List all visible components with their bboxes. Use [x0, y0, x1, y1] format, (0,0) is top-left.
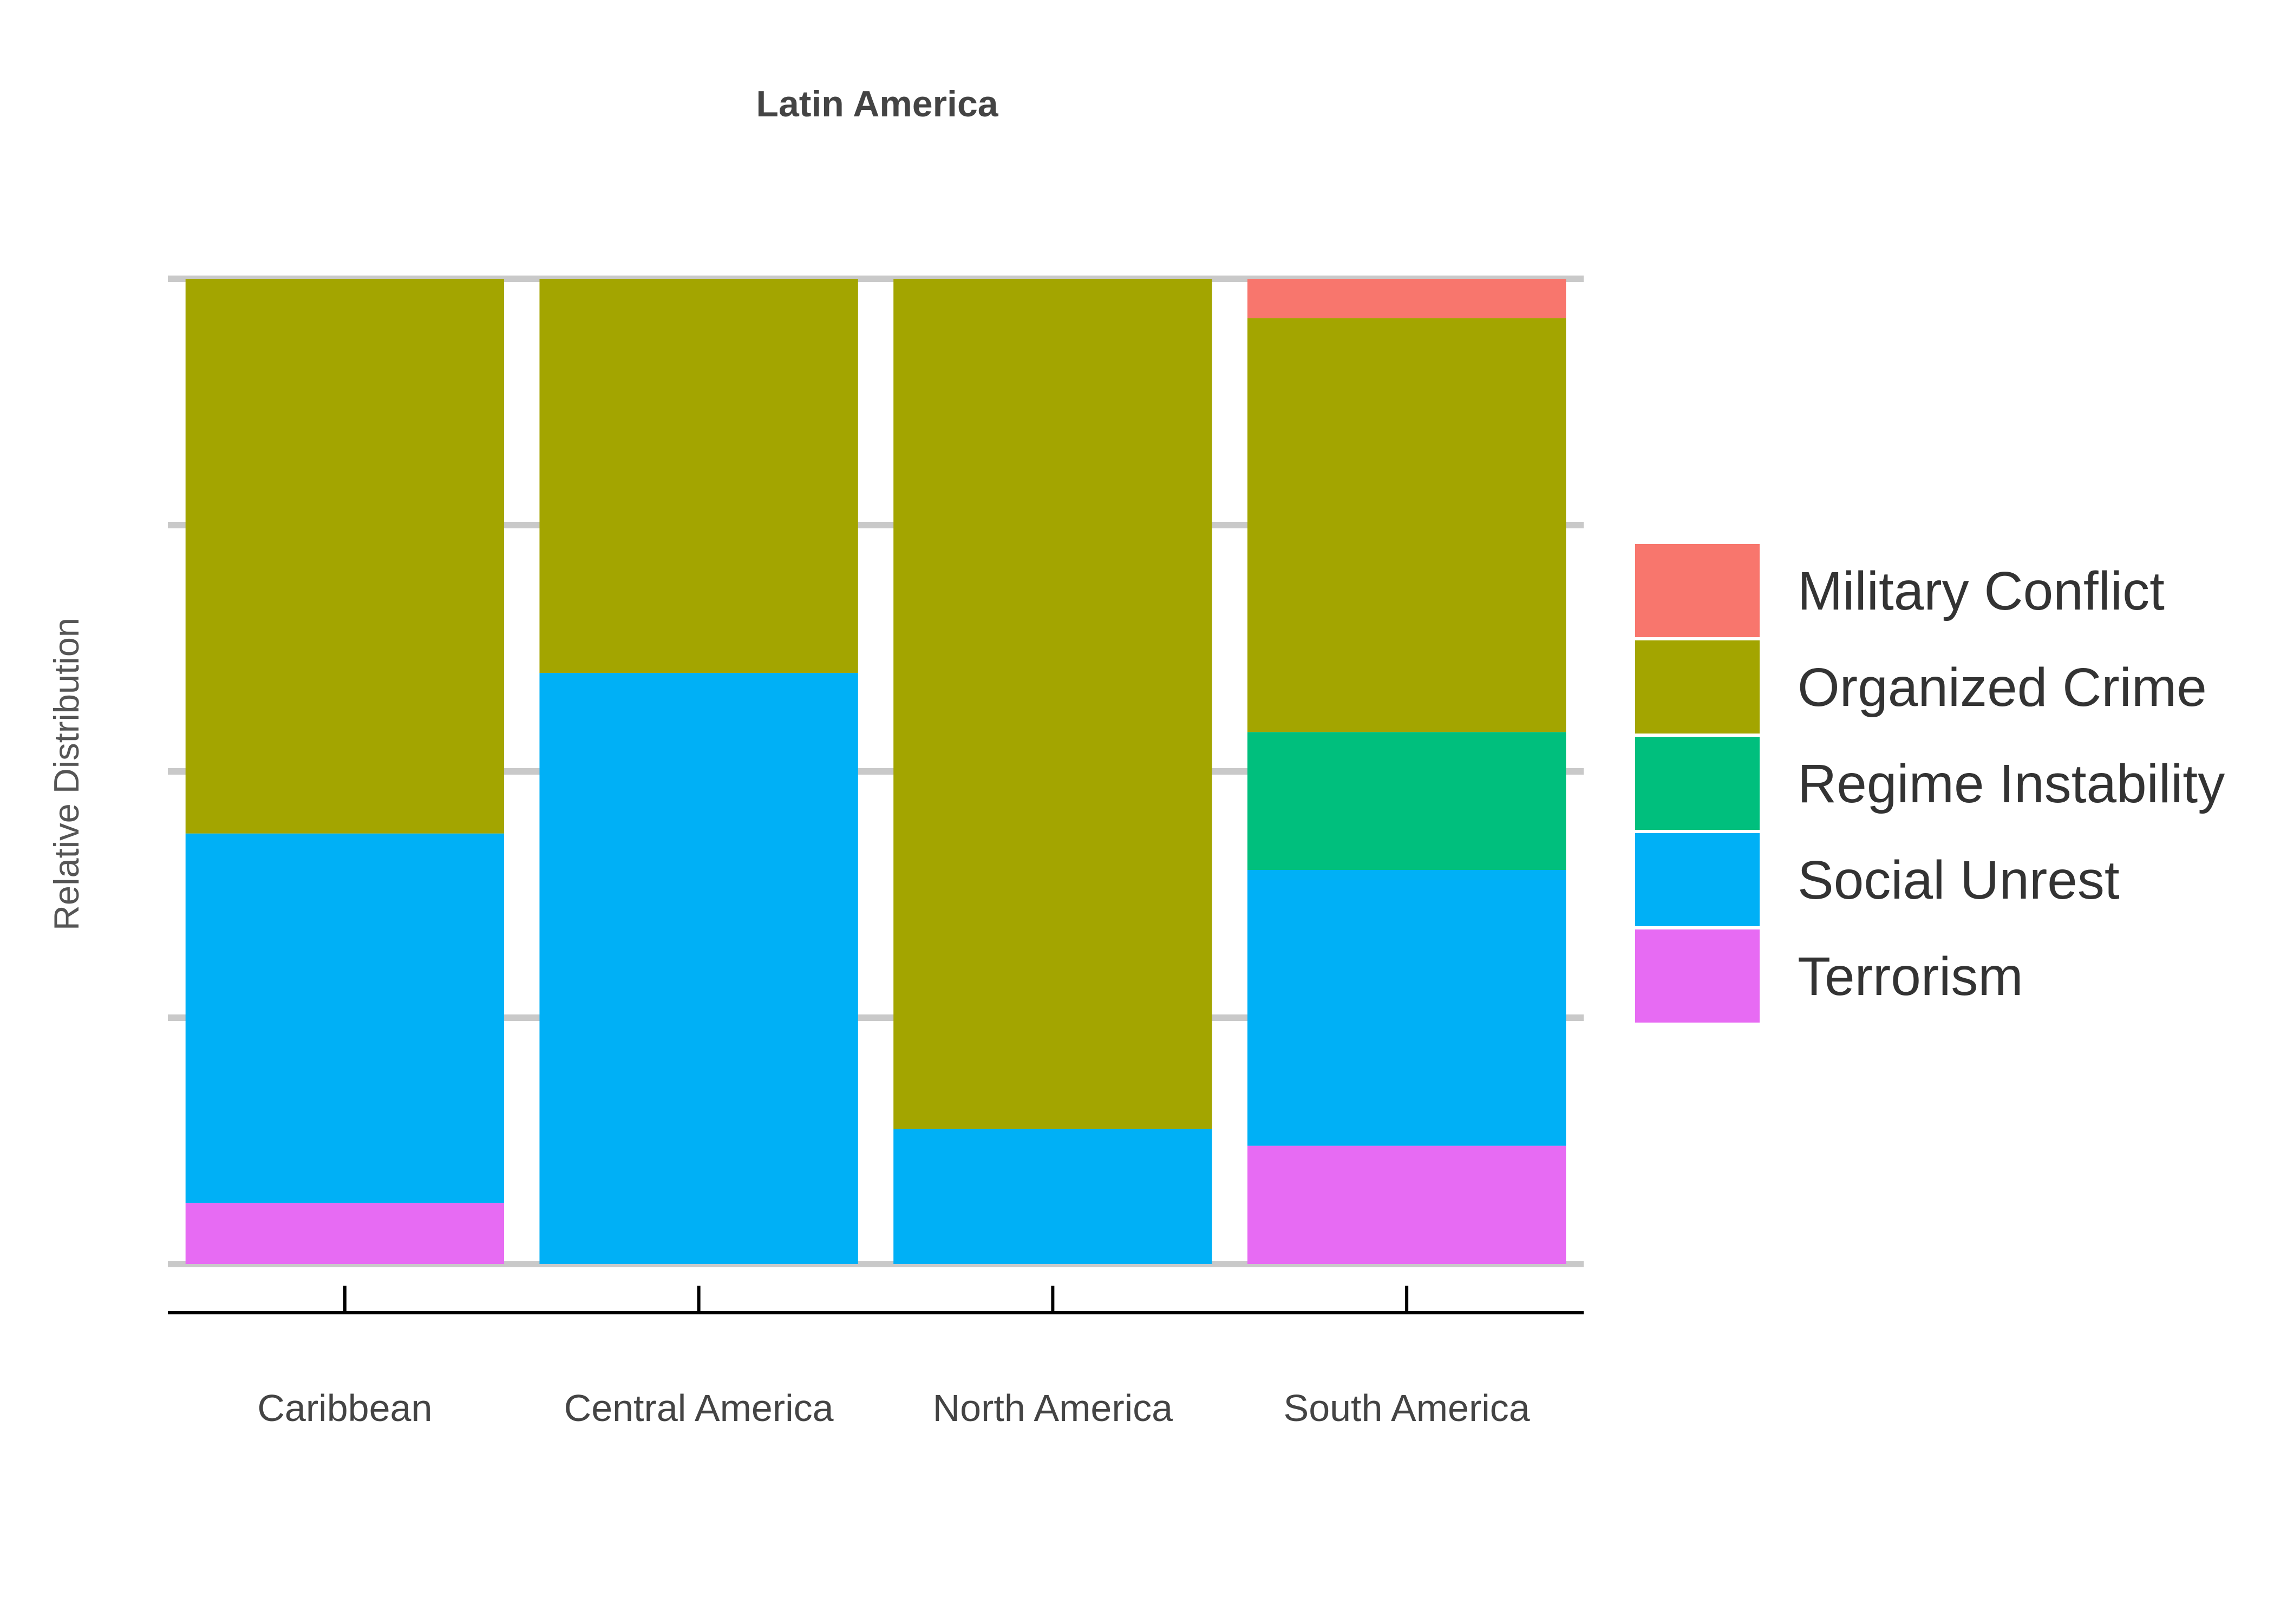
- legend-key-organized-crime: [1635, 640, 1760, 734]
- x-tick-label-caribbean: Caribbean: [257, 1387, 432, 1429]
- legend-key-regime-instability: [1635, 737, 1760, 830]
- bar-caribbean-organized-crime: [185, 279, 505, 834]
- legend-key-military-conflict: [1635, 544, 1760, 637]
- legend: Military Conflict Organized Crime Regime I…: [1635, 544, 2225, 1023]
- bar-caribbean-social-unrest: [185, 833, 505, 1203]
- legend-label-terrorism: Terrorism: [1798, 946, 2023, 1007]
- legend-key-terrorism: [1635, 929, 1760, 1023]
- y-axis-label: Relative Distribution: [47, 618, 86, 931]
- bar-south-america-terrorism: [1247, 1145, 1566, 1264]
- bar-layer: [185, 279, 1566, 1264]
- legend-label-military-conflict: Military Conflict: [1798, 561, 2165, 621]
- legend-label-organized-crime: Organized Crime: [1798, 657, 2207, 718]
- legend-label-regime-instability: Regime Instability: [1798, 754, 2225, 814]
- bar-central-america-organized-crime: [539, 279, 858, 673]
- x-axis: Caribbean Central America North America Sou…: [168, 1286, 1584, 1429]
- x-tick-label-north-america: North America: [933, 1387, 1173, 1429]
- bar-caribbean-terrorism: [185, 1203, 505, 1264]
- bar-north-america-organized-crime: [893, 279, 1212, 1129]
- legend-label-social-unrest: Social Unrest: [1798, 850, 2120, 911]
- bar-south-america-regime-instability: [1247, 732, 1566, 870]
- bar-south-america-organized-crime: [1247, 318, 1566, 732]
- bar-central-america-social-unrest: [539, 673, 858, 1264]
- bar-south-america-social-unrest: [1247, 870, 1566, 1146]
- bar-north-america-social-unrest: [893, 1129, 1212, 1264]
- legend-key-social-unrest: [1635, 833, 1760, 926]
- x-tick-label-central-america: Central America: [564, 1387, 834, 1429]
- bar-south-america-military-conflict: [1247, 279, 1566, 318]
- x-tick-label-south-america: South America: [1284, 1387, 1530, 1429]
- chart-title: Latin America: [756, 83, 998, 125]
